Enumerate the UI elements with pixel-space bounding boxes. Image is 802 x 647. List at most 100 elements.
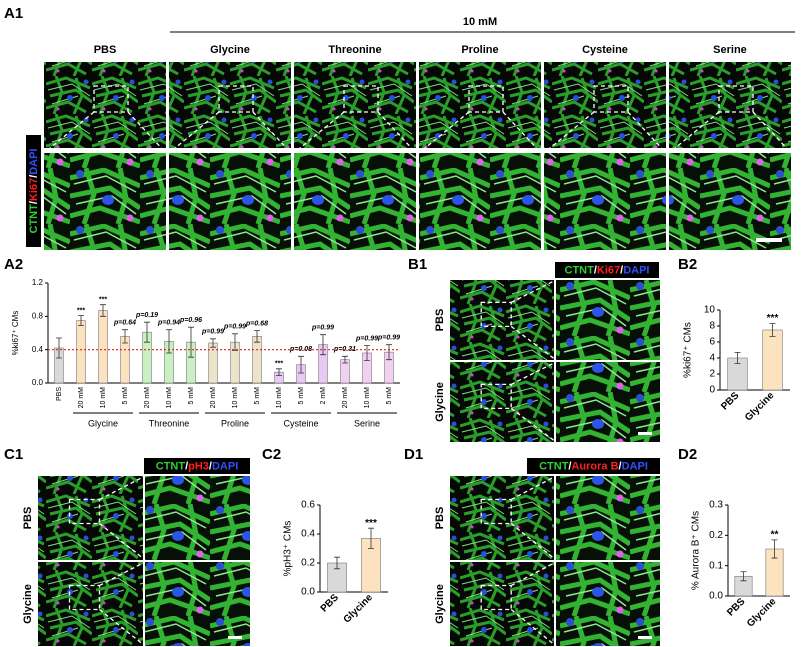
y-axis-title: %pH3⁺ CMs: [283, 521, 294, 577]
stain-label: CTNT/Ki67/DAPI: [565, 264, 650, 276]
panel-label: A1: [4, 5, 23, 22]
stain-part: CTNT: [565, 264, 595, 276]
y-tick-label: 0.3: [709, 500, 723, 511]
y-tick-label: 6: [709, 337, 715, 348]
zoom-line: [510, 475, 557, 501]
error-bar: [769, 323, 776, 337]
bar: [98, 310, 108, 384]
x-tick-label: 5 mM: [254, 387, 261, 405]
zoom-line: [168, 111, 220, 154]
zoom-line: [510, 407, 557, 443]
micrograph: [556, 476, 660, 560]
stain-part: DAPI: [622, 460, 648, 472]
y-axis-title: % Aurora B⁺ CMs: [691, 511, 702, 590]
x-tick-label: 10 mM: [100, 387, 107, 409]
zoom-line: [418, 111, 470, 154]
zoom-box: [480, 301, 512, 328]
zoom-line: [99, 609, 146, 647]
micrograph: [419, 62, 541, 148]
zoom-box: [68, 498, 101, 525]
row-label: Glycine: [434, 584, 446, 624]
bar: [76, 320, 86, 384]
column-label: Cysteine: [582, 44, 628, 56]
row-label: Glycine: [434, 382, 446, 422]
y-tick-label: 10: [704, 305, 716, 316]
micrograph: [38, 562, 143, 646]
error-bar: [210, 338, 216, 348]
x-tick-label: PBS: [719, 390, 742, 413]
zoom-line: [510, 561, 557, 587]
significance: ***: [275, 361, 283, 368]
x-tick-label: 10 mM: [276, 387, 283, 409]
micrograph: [169, 62, 291, 148]
group-label: Serine: [354, 418, 380, 428]
micrograph: [44, 153, 166, 250]
significance: p=0.99: [201, 329, 224, 336]
stain-part: DAPI: [212, 460, 238, 472]
zoom-box: [218, 85, 254, 113]
bar: [762, 329, 783, 391]
zoom-line: [127, 111, 167, 154]
x-tick-label: 5 mM: [122, 387, 129, 405]
micrograph: [145, 562, 250, 646]
error-bar: [56, 337, 62, 359]
scale-bar: [228, 636, 242, 639]
micrograph: [419, 153, 541, 250]
x-tick-label: 10 mM: [166, 387, 173, 409]
zoom-line: [252, 111, 292, 154]
column-label: Serine: [713, 44, 747, 56]
significance: p=0.99: [311, 325, 334, 332]
y-tick-label: 0.2: [301, 558, 315, 569]
zoom-box: [343, 85, 379, 113]
micrograph: [556, 562, 660, 646]
group-label: Glycine: [88, 418, 118, 428]
stain-part: /: [568, 460, 571, 472]
error-bar: [276, 368, 282, 376]
zoom-line: [43, 111, 95, 154]
stain-box: [555, 262, 659, 278]
scale-bar: [638, 432, 652, 435]
significance: p=0.68: [245, 320, 268, 327]
stain-part: CTNT: [28, 204, 40, 234]
x-tick-label: Glycine: [342, 592, 376, 626]
row-label: PBS: [22, 507, 34, 530]
y-tick-label: 4: [709, 353, 715, 364]
y-axis-title: %ki67⁺ CMs: [11, 311, 20, 356]
micrograph: [544, 153, 666, 250]
concentration: 10 mM: [463, 16, 497, 28]
x-tick-label: 20 mM: [144, 387, 151, 409]
significance: ***: [767, 313, 779, 324]
stain-part: /: [594, 264, 597, 276]
x-tick-label: 5 mM: [386, 387, 393, 405]
stain-part: CTNT: [539, 460, 569, 472]
micrograph: [450, 362, 554, 442]
zoom-line: [510, 279, 557, 303]
x-tick-label: 2 mM: [320, 387, 327, 405]
stain-part: CTNT: [156, 460, 186, 472]
stain-part: /: [209, 460, 212, 472]
stain-box: [144, 458, 250, 474]
zoom-line: [377, 111, 417, 154]
row-label: Glycine: [22, 584, 34, 624]
zoom-box: [480, 584, 512, 611]
scale-bar: [638, 636, 652, 639]
error-bar: [386, 344, 392, 361]
zoom-line: [99, 475, 146, 501]
zoom-line: [510, 361, 557, 385]
x-tick-label: 5 mM: [188, 387, 195, 405]
stain-part: Ki67: [28, 178, 40, 201]
zoom-line: [293, 111, 345, 154]
micrograph: [38, 476, 143, 560]
micrograph: [145, 476, 250, 560]
micrograph: [556, 362, 660, 442]
panel-label: D2: [678, 446, 697, 463]
error-bar: [78, 315, 84, 326]
panel-label: B2: [678, 256, 697, 273]
group-label: Cysteine: [283, 418, 318, 428]
x-tick-label: 10 mM: [232, 387, 239, 409]
error-bar: [232, 333, 238, 351]
y-tick-label: 0.0: [709, 591, 723, 602]
significance: ***: [99, 297, 107, 304]
zoom-line: [668, 111, 720, 154]
